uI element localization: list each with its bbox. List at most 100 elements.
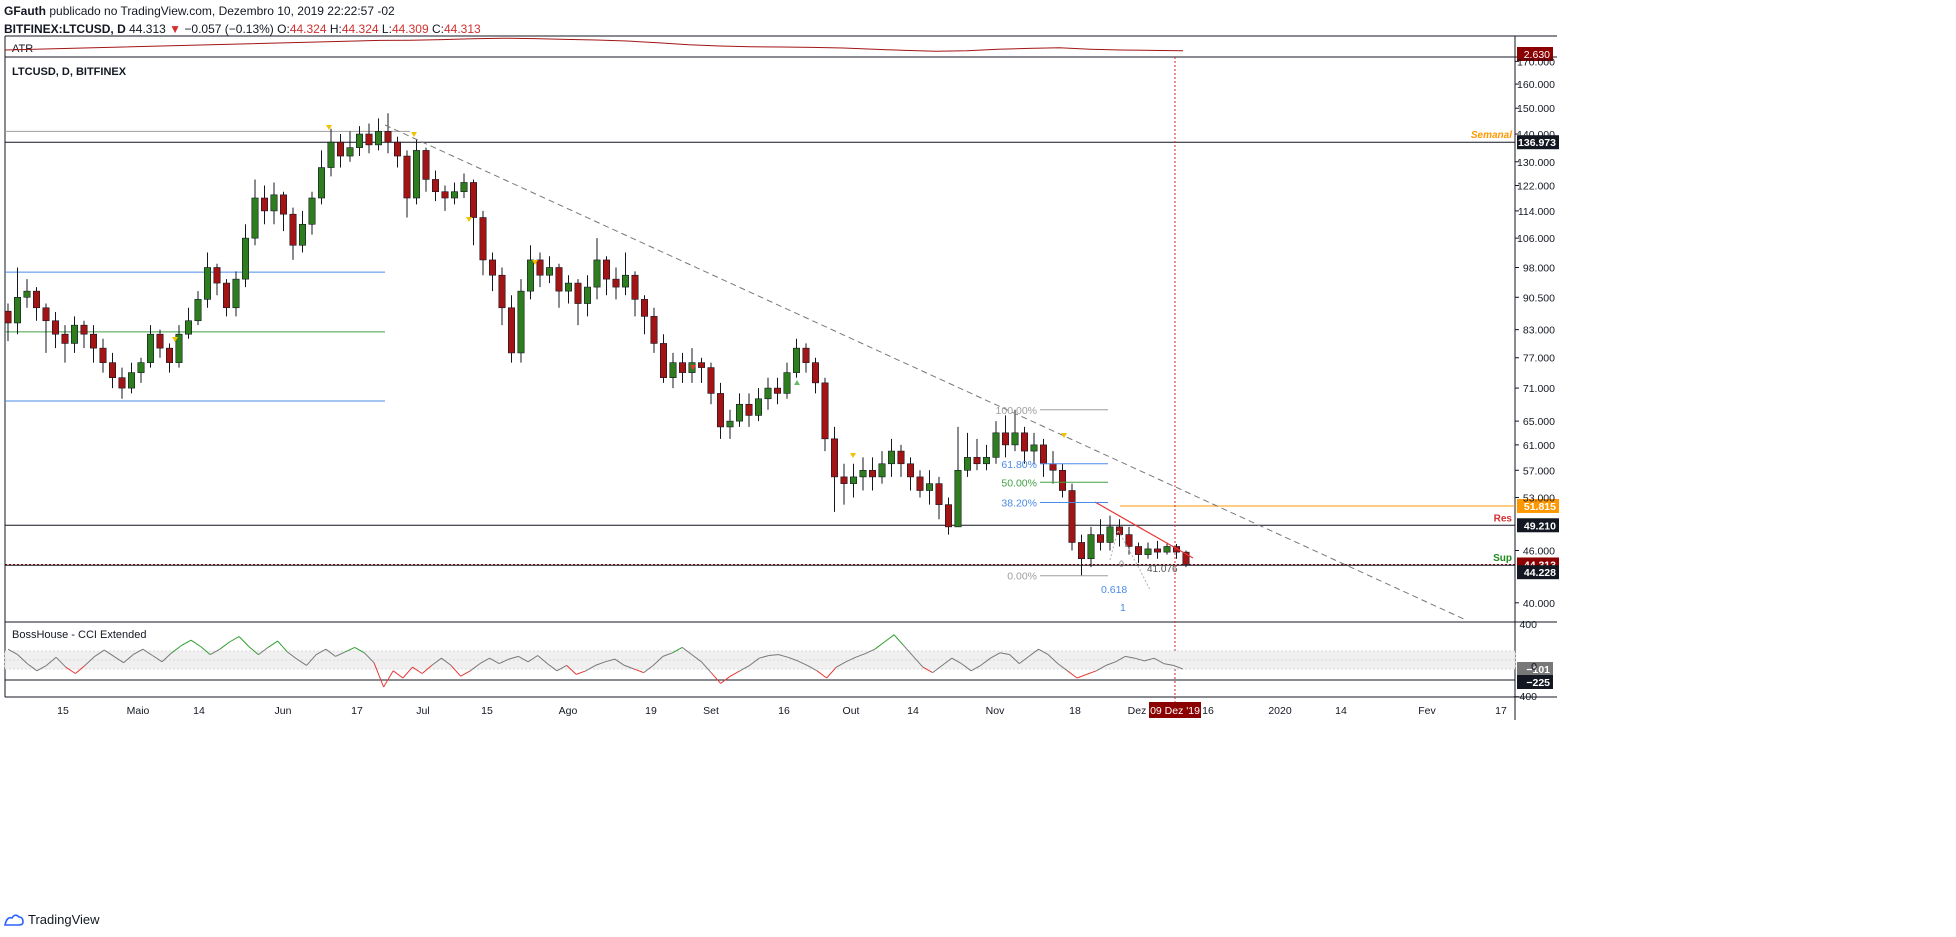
fib-label-0: 100.00%	[996, 405, 1037, 417]
candle-body-118	[1125, 534, 1133, 547]
x-tick-label-2: 14	[193, 705, 205, 717]
brand-name[interactable]: TradingView	[28, 912, 100, 927]
candle-body-112	[1068, 490, 1076, 543]
x-tick-label-9: Set	[703, 705, 719, 717]
cci-seg-1	[17, 654, 28, 664]
cci-seg-70	[681, 646, 693, 656]
pane-frames: LTCUSD, D, BITFINEX	[4, 35, 1557, 720]
candle-body-19	[185, 320, 193, 335]
cci-seg-13	[132, 648, 144, 656]
cci-seg-108	[1047, 654, 1059, 664]
cci-seg-29	[287, 651, 298, 660]
fib-label-3: 38.20%	[1001, 497, 1037, 509]
cci-seg-100	[970, 664, 981, 672]
annotation-0: 0	[1119, 559, 1124, 569]
candle-body-117	[1116, 526, 1124, 535]
candle-body-105	[1001, 432, 1009, 446]
cci-title: BossHouse - CCI Extended	[12, 629, 147, 641]
cci-seg-86	[836, 661, 847, 668]
cci-seg-35	[344, 646, 355, 653]
cursor-date-tag	[1149, 702, 1201, 718]
candle-body-93	[887, 450, 895, 465]
cci-seg-14	[142, 648, 153, 656]
cci-seg-61	[595, 661, 606, 666]
fib-label-1: 61.80%	[1001, 459, 1037, 471]
atr-line	[4, 37, 1184, 52]
cci-seg-16	[161, 652, 173, 663]
cci-seg-8	[84, 656, 96, 666]
cci-seg-34	[335, 651, 346, 657]
candle-body-56	[536, 259, 544, 276]
candle-body-74	[707, 367, 715, 394]
x-tick-label-14: 18	[1069, 705, 1081, 717]
cci-seg-114	[1105, 661, 1116, 666]
candle-body-77	[735, 403, 743, 422]
candle-body-102	[973, 457, 981, 465]
cci-seg-25	[248, 646, 259, 655]
cci-seg-49	[479, 657, 490, 665]
level-tag-0: Semanal	[1471, 130, 1512, 141]
cci-seg-19	[190, 639, 201, 647]
signal-marker-6	[794, 380, 800, 385]
candle-body-90	[859, 469, 867, 478]
tradingview-logo-icon[interactable]	[4, 913, 24, 927]
candle-body-98	[935, 483, 943, 505]
y-tick-label-1: 160.000	[1517, 79, 1555, 91]
cci-seg-56	[547, 663, 558, 672]
cci-seg-18	[181, 639, 192, 647]
cci-seg-62	[604, 658, 615, 663]
cci-seg-63	[614, 658, 625, 666]
atr-title: ATR	[12, 43, 33, 55]
cci-seg-82	[797, 660, 808, 666]
candle-body-53	[507, 307, 515, 354]
candle-body-18	[175, 333, 183, 363]
candle-body-68	[650, 316, 658, 344]
price-tag-label-2: 49.210	[1524, 520, 1556, 532]
cci-seg-24	[238, 636, 250, 647]
x-tick-label-18: 14	[1335, 705, 1347, 717]
cci-seg-52	[508, 655, 519, 660]
candle-body-20	[194, 299, 202, 322]
y-tick-label-4: 130.000	[1517, 157, 1555, 169]
candle-body-11	[109, 362, 117, 378]
y-tick-label-6: 114.000	[1518, 206, 1555, 218]
x-tick-label-16: 16	[1202, 705, 1214, 717]
candle-body-69	[659, 343, 667, 378]
y-tick-label-15: 57.000	[1523, 465, 1555, 477]
horizontal-levels: 136.973Semanal51.81549.210Res44.31344.22…	[5, 130, 1559, 580]
candle-body-60	[574, 282, 582, 304]
candle-body-27	[260, 197, 268, 212]
chart-header: GFauth publicado no TradingView.com, Dez…	[4, 2, 481, 38]
x-tick-label-0: 15	[57, 705, 69, 717]
candle-body-82	[783, 372, 791, 394]
candle-body-25	[242, 237, 250, 280]
chart-area[interactable]: LTCUSD, D, BITFINEX ATR 2.630 136.973 Sema…	[0, 0, 1956, 905]
x-tick-label-12: 14	[907, 705, 919, 717]
candle-body-1	[14, 296, 22, 324]
cci-seg-44	[431, 657, 442, 666]
cci-seg-37	[363, 652, 375, 664]
price-change: −0.057 (−0.13%)	[184, 22, 274, 36]
x-tick-label-4: 17	[351, 705, 363, 717]
symbol-label[interactable]: BITFINEX:LTCUSD, D	[4, 22, 126, 36]
candle-body-96	[916, 476, 924, 491]
candle-body-100	[954, 469, 962, 528]
author-name[interactable]: GFauth	[4, 4, 46, 18]
candle-body-2	[23, 290, 31, 298]
annotation-41076: 41.076	[1147, 564, 1178, 575]
low-value: 44.309	[391, 22, 429, 36]
cci-seg-115	[1115, 655, 1126, 663]
candle-body-104	[992, 432, 1000, 458]
cci-seg-68	[662, 652, 673, 657]
cci-tick-label-1: 0	[1531, 661, 1537, 673]
price-tag-4	[1517, 565, 1559, 580]
published-info: publicado no TradingView.com, Dezembro 1…	[49, 4, 395, 18]
cci-seg-106	[1028, 648, 1039, 657]
cci-seg-74	[720, 675, 731, 684]
cci-seg-93	[903, 645, 914, 657]
y-tick-label-3: 140.000	[1517, 129, 1555, 141]
candle-body-21	[204, 267, 212, 300]
cci-seg-33	[325, 648, 336, 657]
cci-seg-48	[469, 663, 481, 672]
candle-body-33	[317, 167, 325, 199]
